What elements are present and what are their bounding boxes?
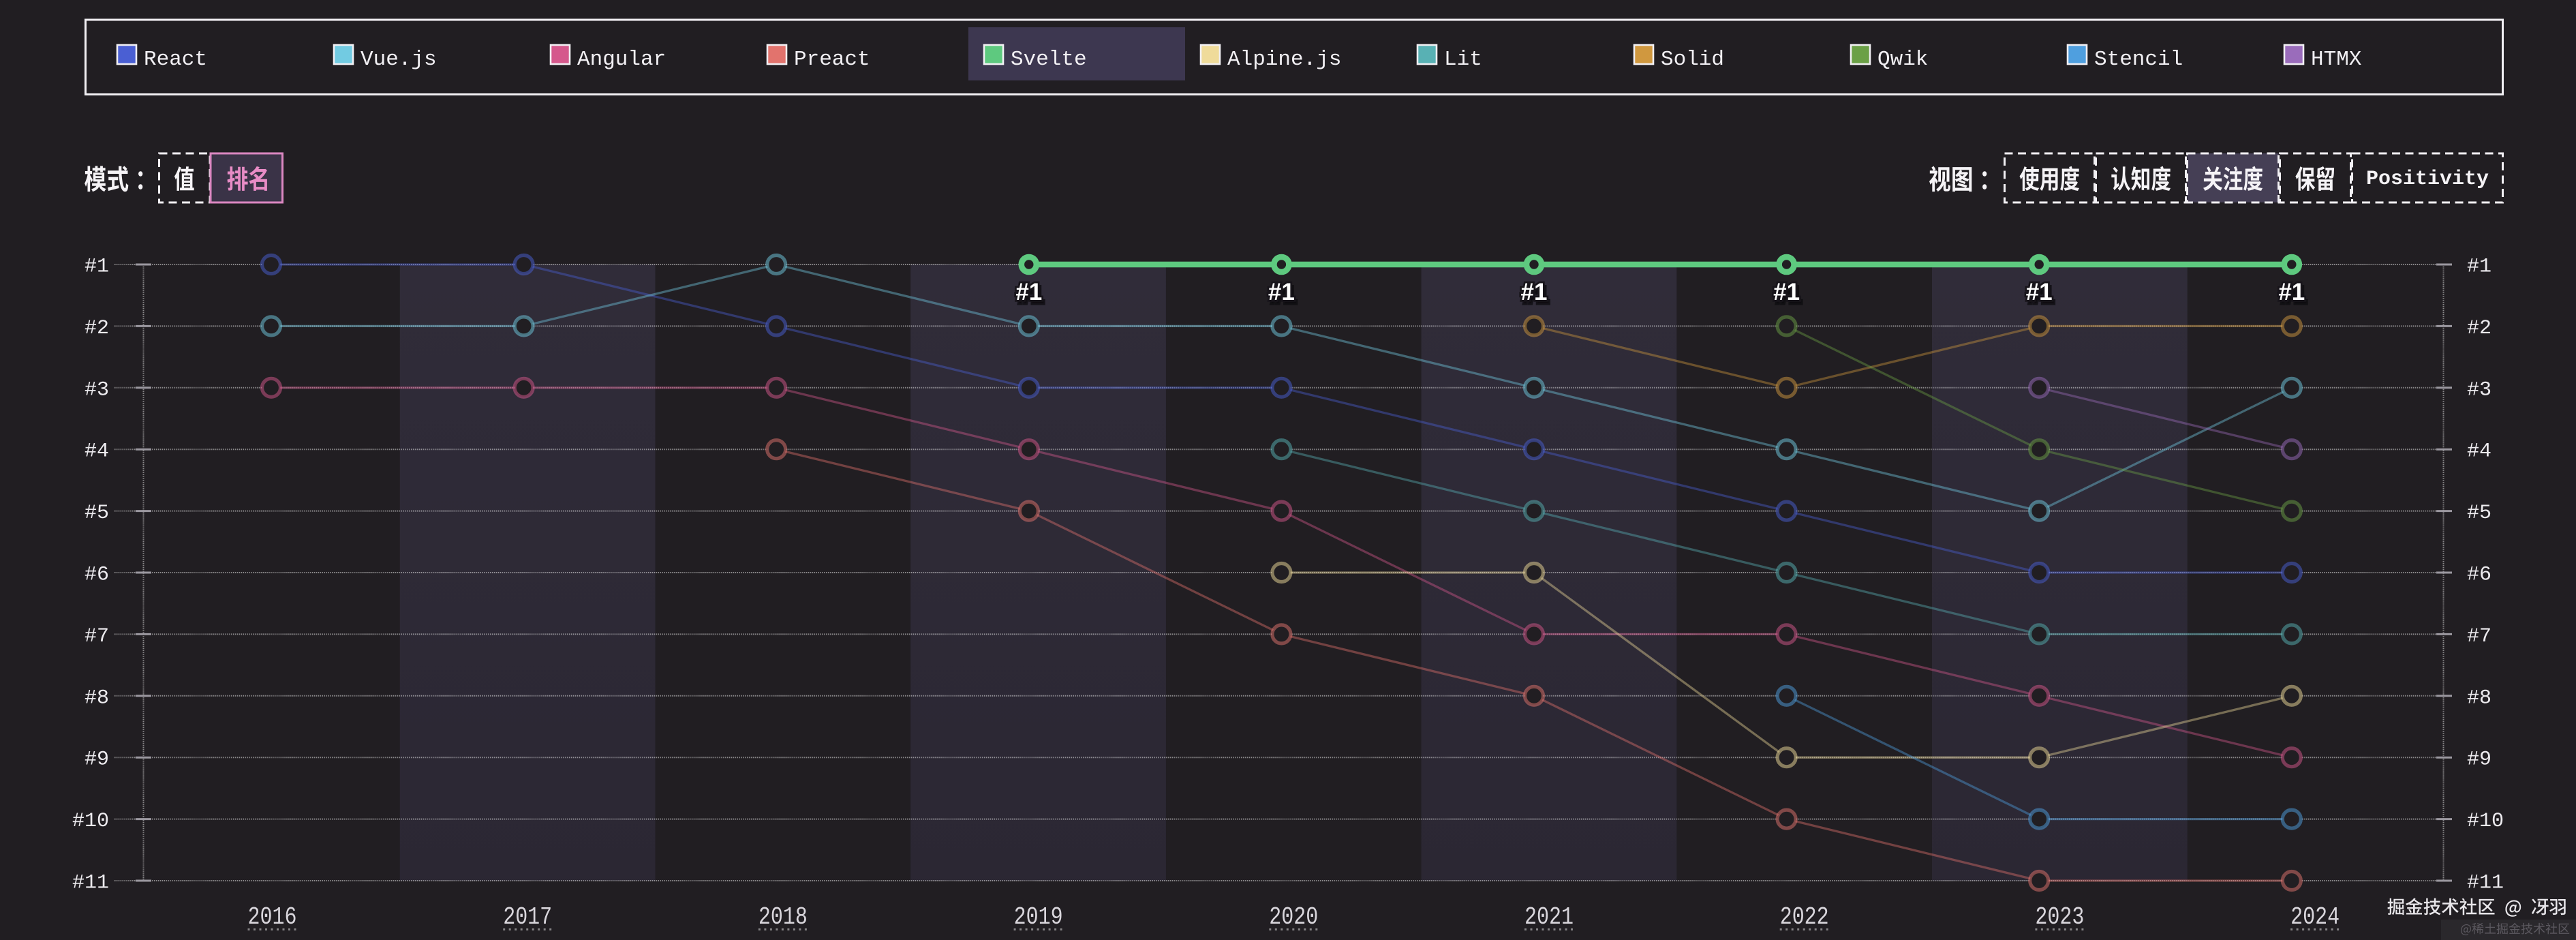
svg-text:Qwik: Qwik: [1877, 48, 1928, 72]
svg-text:Stencil: Stencil: [2094, 48, 2183, 72]
svg-text:#6: #6: [85, 564, 109, 587]
svg-text:#9: #9: [85, 748, 109, 772]
svg-text:2016: 2016: [248, 903, 297, 931]
svg-text:2019: 2019: [1014, 903, 1063, 931]
svg-text:#10: #10: [2467, 810, 2504, 833]
svg-text:#10: #10: [72, 810, 109, 833]
svg-text:Lit: Lit: [1444, 48, 1482, 72]
svg-text:2024: 2024: [2290, 903, 2340, 931]
svg-text:Svelte: Svelte: [1011, 48, 1087, 72]
svg-text:#1: #1: [2467, 256, 2491, 279]
svg-text:#1: #1: [2026, 279, 2053, 305]
svg-text:2022: 2022: [1780, 903, 1829, 931]
svg-text:#7: #7: [85, 625, 109, 648]
svg-text:2021: 2021: [1524, 903, 1574, 931]
svg-text:#1: #1: [1523, 282, 1550, 309]
svg-text:2023: 2023: [2035, 903, 2084, 931]
svg-text:#1: #1: [1521, 279, 1548, 305]
svg-text:Solid: Solid: [1661, 48, 1724, 72]
svg-text:2017: 2017: [503, 903, 552, 931]
svg-text:#4: #4: [2467, 440, 2491, 464]
svg-text:#8: #8: [2467, 686, 2491, 710]
svg-text:#1: #1: [1270, 282, 1297, 309]
svg-text:#1: #1: [2280, 282, 2307, 309]
svg-text:#1: #1: [1015, 279, 1042, 305]
svg-text:#11: #11: [2467, 872, 2504, 895]
svg-text:#1: #1: [85, 256, 109, 279]
svg-text:2018: 2018: [758, 903, 808, 931]
svg-text:#1: #1: [1268, 279, 1295, 305]
svg-text:Vue.js: Vue.js: [361, 48, 437, 72]
svg-text:Alpine.js: Alpine.js: [1227, 48, 1341, 72]
svg-text:#2: #2: [85, 317, 109, 340]
svg-text:#4: #4: [85, 440, 109, 464]
svg-text:#8: #8: [85, 686, 109, 710]
svg-text:#3: #3: [85, 378, 109, 401]
svg-text:#1: #1: [1775, 282, 1802, 309]
svg-text:Preact: Preact: [794, 48, 870, 72]
svg-text:#1: #1: [1773, 279, 1800, 305]
svg-text:#2: #2: [2467, 317, 2491, 340]
svg-text:#1: #1: [2278, 279, 2305, 305]
svg-text:#5: #5: [2467, 502, 2491, 525]
svg-text:React: React: [144, 48, 207, 72]
svg-text:Angular: Angular: [577, 48, 666, 72]
svg-text:Positivity: Positivity: [2366, 168, 2489, 191]
svg-text:#3: #3: [2467, 378, 2491, 401]
svg-text:#1: #1: [2028, 282, 2055, 309]
svg-text:#9: #9: [2467, 748, 2491, 772]
svg-text:#5: #5: [85, 502, 109, 525]
svg-text:#11: #11: [72, 872, 109, 895]
svg-text:#6: #6: [2467, 564, 2491, 587]
svg-text:2020: 2020: [1269, 903, 1318, 931]
svg-text:#1: #1: [1017, 282, 1044, 309]
svg-text:HTMX: HTMX: [2311, 48, 2362, 72]
svg-text:#7: #7: [2467, 625, 2491, 648]
